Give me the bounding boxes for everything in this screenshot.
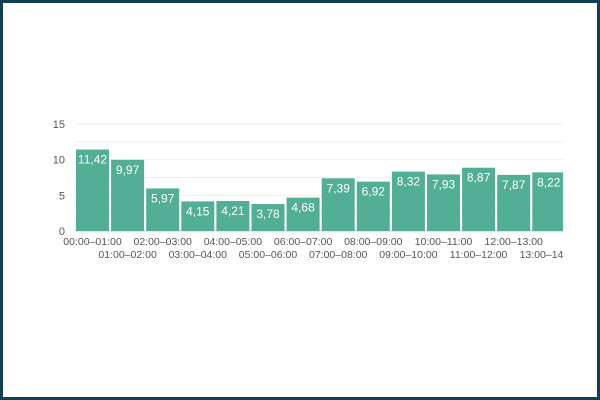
bar	[251, 204, 285, 231]
data-label: 4,68	[291, 201, 315, 215]
x-tick-label: 09:00–10:00	[379, 249, 438, 261]
bar	[146, 188, 180, 231]
x-tick-label: 12:00–13:00	[484, 236, 543, 248]
y-tick-label: 0	[59, 226, 65, 238]
bar-chart: 0 5 10 15 11,42 9,97 5,97 4,15 4,21 3,78 4,68 7,39…	[53, 119, 579, 261]
x-tick-label: 13:00–14:00	[520, 249, 579, 261]
bar	[76, 149, 109, 231]
x-tick-label: 01:00–02:00	[98, 249, 157, 261]
y-tick-label: 10	[53, 155, 65, 167]
bar	[356, 181, 390, 231]
x-tick-label: 05:00–06:00	[239, 249, 298, 261]
bar	[427, 174, 460, 231]
x-tick-label: 11:00–12:00	[450, 249, 508, 261]
bars: 11,42 9,97 5,97 4,15 4,21 3,78 4,68 7,39 6,92 8,3…	[76, 149, 563, 231]
x-tick-label: 00:00–01:00	[63, 236, 122, 248]
data-label: 9,97	[116, 163, 140, 177]
y-tick-label: 5	[59, 190, 65, 202]
x-tick-label: 02:00–03:00	[133, 236, 192, 248]
data-label: 8,22	[537, 175, 561, 189]
x-axis: 00:00–01:0001:00–02:0002:00–03:0003:00–0…	[63, 236, 579, 261]
data-label: 4,21	[221, 204, 245, 218]
bar	[181, 201, 215, 231]
bar	[216, 200, 250, 231]
data-label: 5,97	[151, 191, 175, 205]
data-label: 7,39	[327, 181, 351, 195]
x-tick-label: 07:00–08:00	[309, 249, 368, 261]
data-label: 11,42	[78, 153, 107, 167]
data-label: 6,92	[362, 185, 386, 199]
data-label: 3,78	[256, 207, 280, 221]
data-label: 8,87	[467, 171, 491, 185]
bar	[286, 197, 320, 231]
data-label: 8,32	[397, 175, 421, 189]
data-label: 7,93	[432, 177, 456, 191]
data-label: 4,15	[186, 204, 210, 218]
bar	[321, 178, 355, 231]
x-tick-label: 04:00–05:00	[204, 236, 263, 248]
x-tick-label: 10:00–11:00	[415, 236, 473, 248]
bar	[462, 167, 496, 231]
x-tick-label: 08:00–09:00	[344, 236, 403, 248]
bar	[111, 159, 145, 231]
x-tick-label: 03:00–04:00	[169, 249, 228, 261]
bar	[532, 172, 563, 231]
data-label: 7,87	[502, 178, 526, 192]
bar	[391, 171, 425, 231]
x-tick-label: 06:00–07:00	[274, 236, 333, 248]
bar	[497, 174, 531, 231]
y-tick-label: 15	[53, 119, 65, 131]
y-axis: 0 5 10 15	[53, 119, 65, 238]
